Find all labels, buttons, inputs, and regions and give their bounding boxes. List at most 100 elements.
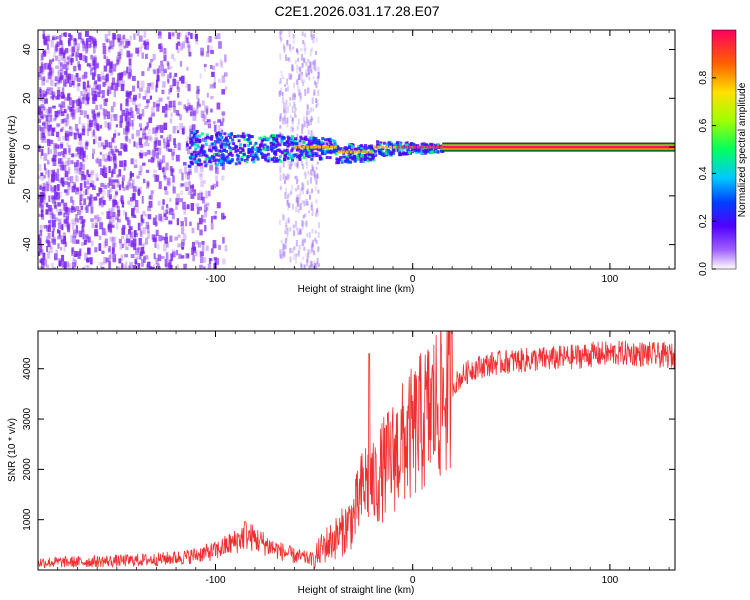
noise-cell bbox=[67, 157, 71, 166]
noise-band-cell bbox=[301, 190, 304, 195]
noise-cell bbox=[153, 141, 157, 150]
noise-band-cell bbox=[279, 32, 282, 40]
noise-cell bbox=[140, 214, 143, 223]
noise-cell bbox=[61, 50, 65, 55]
noise-cell bbox=[215, 167, 219, 175]
carrier-cell bbox=[220, 145, 224, 149]
carrier-cell bbox=[407, 150, 411, 154]
noise-band-cell bbox=[313, 80, 316, 86]
carrier-cell bbox=[295, 142, 299, 146]
noise-cell bbox=[59, 62, 64, 71]
noise-cell bbox=[68, 33, 72, 38]
noise-cell bbox=[45, 139, 49, 144]
carrier-cell bbox=[312, 137, 316, 141]
noise-band-cell bbox=[295, 163, 298, 167]
noise-cell bbox=[153, 169, 157, 174]
noise-cell bbox=[164, 113, 168, 118]
noise-band-cell bbox=[286, 117, 289, 124]
noise-cell bbox=[98, 111, 101, 116]
carrier-cell bbox=[290, 140, 294, 144]
noise-band-cell bbox=[279, 186, 282, 191]
noise-cell bbox=[111, 32, 115, 40]
noise-cell bbox=[71, 248, 74, 256]
noise-cell bbox=[68, 211, 71, 216]
noise-band-cell bbox=[307, 172, 310, 176]
noise-band-cell bbox=[281, 248, 284, 256]
noise-band-cell bbox=[289, 114, 292, 119]
noise-cell bbox=[142, 133, 146, 140]
noise-cell bbox=[170, 253, 174, 262]
carrier-cell bbox=[310, 152, 314, 156]
noise-cell bbox=[160, 60, 164, 66]
noise-cell bbox=[47, 232, 51, 239]
carrier-cell bbox=[312, 139, 316, 143]
noise-cell bbox=[189, 221, 192, 226]
noise-cell bbox=[66, 261, 69, 268]
noise-cell bbox=[75, 106, 80, 113]
noise-cell bbox=[181, 128, 185, 135]
carrier-cell bbox=[246, 155, 250, 159]
noise-cell bbox=[210, 185, 214, 190]
noise-cell bbox=[62, 232, 66, 239]
carrier-cell bbox=[230, 153, 234, 157]
noise-cell bbox=[86, 187, 90, 195]
noise-cell bbox=[139, 127, 143, 131]
noise-cell bbox=[151, 267, 155, 269]
carrier-cell bbox=[276, 141, 280, 145]
noise-cell bbox=[124, 239, 128, 247]
carrier-cell bbox=[200, 132, 204, 136]
noise-cell bbox=[147, 214, 152, 220]
carrier-cell bbox=[225, 155, 229, 159]
noise-cell bbox=[63, 57, 67, 66]
noise-cell bbox=[60, 151, 64, 156]
noise-cell bbox=[53, 204, 57, 210]
noise-cell bbox=[164, 190, 169, 195]
noise-band-cell bbox=[295, 178, 298, 185]
noise-cell bbox=[83, 71, 88, 79]
carrier-cell bbox=[229, 136, 233, 140]
noise-band-cell bbox=[285, 87, 288, 92]
noise-cell bbox=[64, 170, 69, 178]
noise-band-cell bbox=[291, 117, 294, 125]
noise-band-cell bbox=[293, 104, 296, 108]
noise-band-cell bbox=[295, 240, 298, 247]
noise-cell bbox=[111, 170, 114, 178]
noise-cell bbox=[97, 217, 102, 222]
noise-cell bbox=[55, 208, 59, 213]
noise-cell bbox=[55, 131, 60, 138]
x-tick-label: 100 bbox=[602, 575, 619, 586]
carrier-cell bbox=[208, 157, 212, 161]
carrier-cell bbox=[248, 148, 252, 152]
noise-band-cell bbox=[315, 98, 318, 104]
x-tick-label: 0 bbox=[410, 575, 416, 586]
noise-band-cell bbox=[306, 257, 309, 263]
noise-cell bbox=[54, 110, 59, 118]
carrier-cell bbox=[266, 148, 270, 152]
noise-band-cell bbox=[306, 180, 309, 186]
noise-band-cell bbox=[305, 74, 308, 79]
noise-cell bbox=[81, 225, 84, 233]
carrier-cell bbox=[354, 147, 358, 151]
noise-cell bbox=[59, 35, 62, 41]
noise-cell bbox=[61, 119, 65, 123]
noise-cell bbox=[75, 72, 79, 78]
noise-cell bbox=[132, 97, 137, 102]
noise-cell bbox=[172, 175, 175, 183]
noise-cell bbox=[39, 87, 42, 94]
noise-cell bbox=[67, 182, 71, 190]
noise-cell bbox=[44, 62, 47, 70]
noise-cell bbox=[89, 123, 92, 131]
noise-cell bbox=[53, 117, 57, 122]
noise-cell bbox=[169, 66, 173, 70]
carrier-cell bbox=[380, 150, 384, 154]
noise-cell bbox=[165, 216, 169, 221]
noise-band-cell bbox=[312, 107, 315, 112]
noise-cell bbox=[139, 230, 143, 237]
noise-cell bbox=[191, 247, 195, 256]
noise-cell bbox=[49, 114, 53, 123]
noise-cell bbox=[74, 174, 78, 182]
noise-band-cell bbox=[314, 264, 317, 269]
carrier-core-cell bbox=[416, 145, 420, 149]
carrier-core-cell bbox=[357, 150, 361, 154]
noise-cell bbox=[137, 190, 141, 195]
